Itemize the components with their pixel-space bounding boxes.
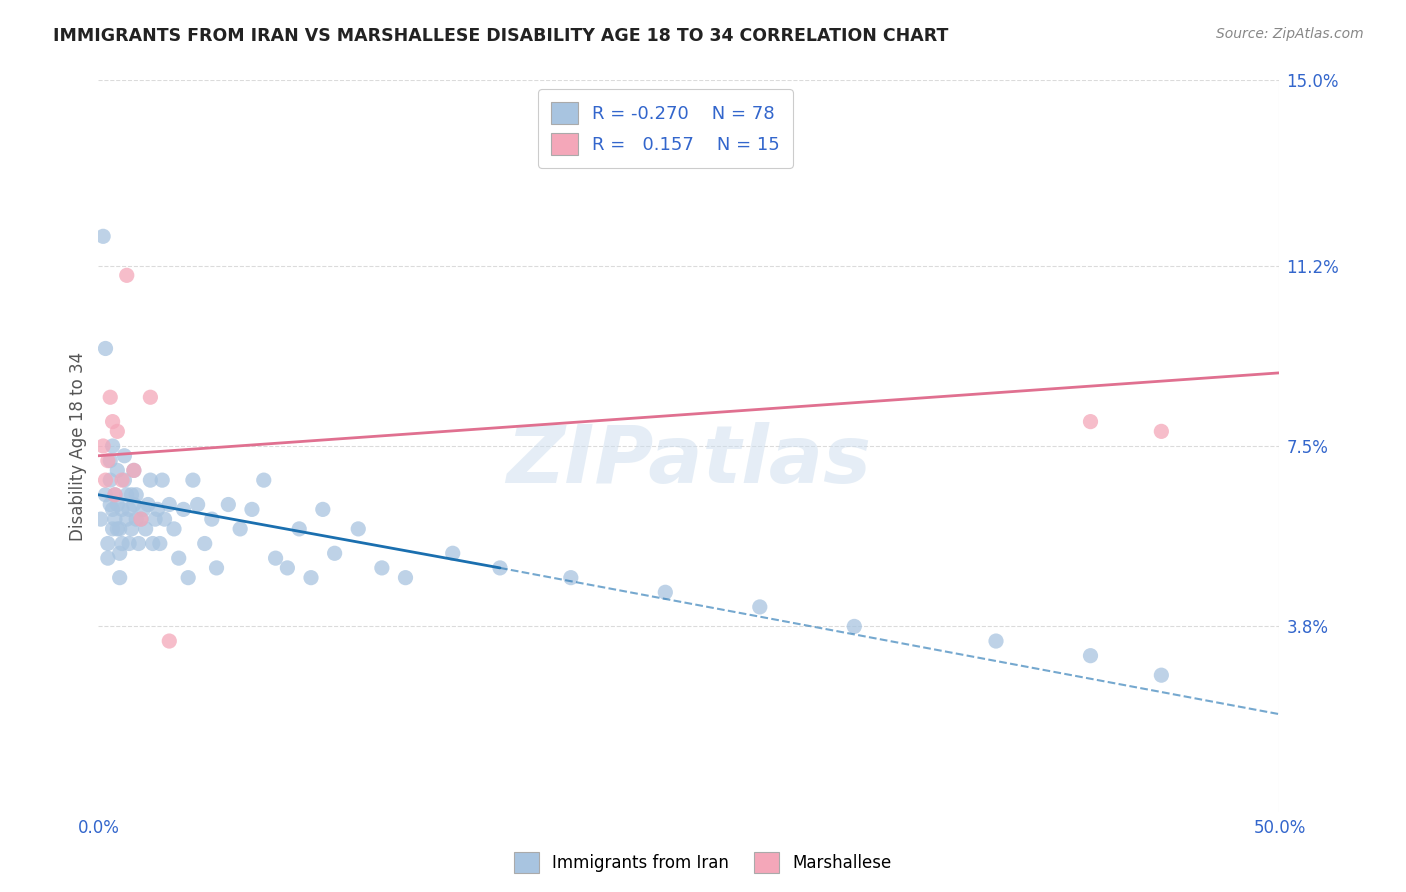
Point — [121, 488, 143, 502]
Point — [94, 473, 117, 487]
Point — [115, 512, 138, 526]
Point — [177, 571, 200, 585]
Point — [201, 512, 224, 526]
Point — [108, 546, 131, 560]
Point — [91, 439, 114, 453]
Point — [108, 571, 131, 585]
Point — [111, 536, 134, 550]
Point — [94, 488, 117, 502]
Point — [94, 342, 117, 356]
Point — [111, 502, 134, 516]
Point — [394, 571, 416, 585]
Point — [560, 571, 582, 585]
Point — [125, 512, 148, 526]
Point — [112, 473, 135, 487]
Point — [115, 488, 138, 502]
Point — [150, 473, 173, 487]
Point — [347, 522, 370, 536]
Point — [149, 536, 172, 550]
Point — [101, 439, 124, 453]
Point — [97, 536, 120, 550]
Point — [1150, 668, 1173, 682]
Point — [323, 546, 346, 560]
Point — [122, 463, 145, 477]
Point — [371, 561, 394, 575]
Point — [264, 551, 287, 566]
Text: Source: ZipAtlas.com: Source: ZipAtlas.com — [1216, 27, 1364, 41]
Point — [101, 522, 124, 536]
Point — [98, 498, 121, 512]
Point — [276, 561, 298, 575]
Point — [139, 473, 162, 487]
Point — [90, 512, 112, 526]
Point — [146, 502, 169, 516]
Point — [128, 536, 150, 550]
Point — [240, 502, 263, 516]
Point — [489, 561, 512, 575]
Point — [112, 449, 135, 463]
Point — [217, 498, 239, 512]
Point — [1080, 415, 1102, 429]
Point — [984, 634, 1007, 648]
Legend: R = -0.270    N = 78, R =   0.157    N = 15: R = -0.270 N = 78, R = 0.157 N = 15 — [538, 89, 793, 168]
Point — [118, 536, 141, 550]
Point — [1150, 425, 1173, 439]
Legend: Immigrants from Iran, Marshallese: Immigrants from Iran, Marshallese — [508, 846, 898, 880]
Point — [97, 551, 120, 566]
Point — [299, 571, 322, 585]
Point — [143, 512, 166, 526]
Point — [97, 453, 120, 467]
Point — [142, 536, 165, 550]
Point — [153, 512, 176, 526]
Point — [441, 546, 464, 560]
Point — [181, 473, 204, 487]
Point — [129, 512, 152, 526]
Point — [163, 522, 186, 536]
Point — [229, 522, 252, 536]
Point — [654, 585, 676, 599]
Point — [122, 463, 145, 477]
Point — [253, 473, 276, 487]
Point — [157, 634, 180, 648]
Point — [101, 415, 124, 429]
Point — [111, 473, 134, 487]
Point — [139, 390, 162, 404]
Point — [132, 502, 155, 516]
Point — [194, 536, 217, 550]
Point — [167, 551, 190, 566]
Point — [101, 502, 124, 516]
Point — [312, 502, 335, 516]
Point — [104, 488, 127, 502]
Point — [205, 561, 228, 575]
Point — [125, 488, 148, 502]
Point — [105, 522, 128, 536]
Point — [108, 522, 131, 536]
Point — [115, 268, 138, 283]
Point — [104, 512, 127, 526]
Point — [104, 488, 127, 502]
Point — [122, 498, 145, 512]
Point — [91, 229, 114, 244]
Point — [136, 498, 159, 512]
Point — [748, 599, 770, 614]
Point — [135, 522, 157, 536]
Point — [1080, 648, 1102, 663]
Point — [129, 512, 152, 526]
Point — [105, 463, 128, 477]
Point — [105, 498, 128, 512]
Text: ZIPatlas: ZIPatlas — [506, 422, 872, 500]
Y-axis label: Disability Age 18 to 34: Disability Age 18 to 34 — [69, 351, 87, 541]
Point — [288, 522, 311, 536]
Point — [98, 473, 121, 487]
Point — [172, 502, 194, 516]
Point — [187, 498, 209, 512]
Point — [121, 522, 143, 536]
Text: IMMIGRANTS FROM IRAN VS MARSHALLESE DISABILITY AGE 18 TO 34 CORRELATION CHART: IMMIGRANTS FROM IRAN VS MARSHALLESE DISA… — [53, 27, 949, 45]
Point — [844, 619, 866, 633]
Point — [118, 502, 141, 516]
Point — [98, 453, 121, 467]
Point — [98, 390, 121, 404]
Point — [157, 498, 180, 512]
Point — [105, 425, 128, 439]
